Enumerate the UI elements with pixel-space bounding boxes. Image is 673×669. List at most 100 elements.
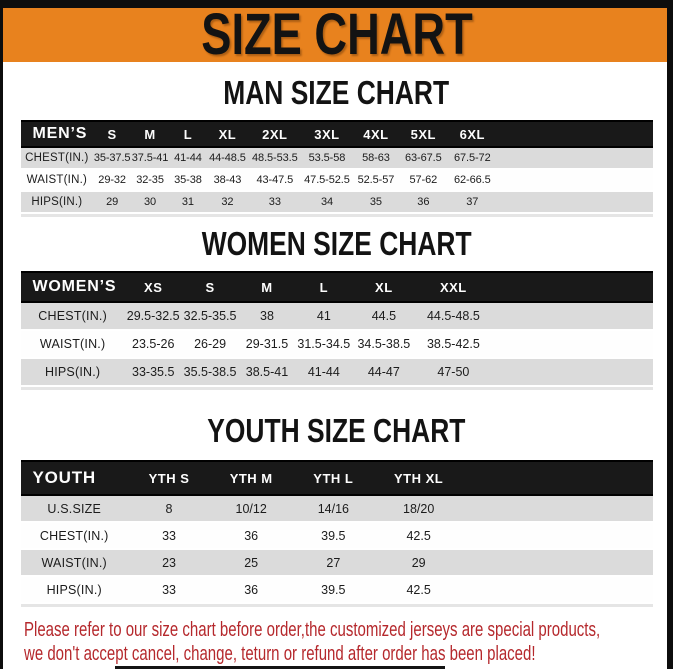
size-header-row: MEN’S S M L XL 2XL 3XL 4XL 5XL 6XL bbox=[20, 120, 653, 148]
filler-cell bbox=[491, 330, 652, 358]
measurement-row: WAIST(IN.) 23 25 27 29 bbox=[20, 549, 653, 576]
measurement-label: U.S.SIZE bbox=[47, 501, 102, 516]
size-column-header: XXL bbox=[415, 271, 492, 303]
women-section-heading: WOMEN SIZE CHART bbox=[0, 225, 673, 262]
frame-border-top bbox=[0, 0, 673, 8]
measurement-label: WAIST(IN.) bbox=[26, 174, 87, 186]
measurement-value: 8 bbox=[165, 501, 173, 516]
men-section-heading-text: MAN SIZE CHART bbox=[223, 74, 450, 111]
size-column-header: L bbox=[168, 120, 207, 148]
size-header-row: WOMEN’S XS S M L XL XXL bbox=[20, 271, 653, 303]
title-banner: SIZE CHART bbox=[0, 2, 673, 67]
measurement-value: 35-38 bbox=[174, 174, 202, 186]
measurement-label: CHEST(IN.) bbox=[39, 528, 109, 543]
filler-cell bbox=[498, 191, 653, 213]
measurement-value: 38.5-41 bbox=[245, 365, 289, 379]
measurement-value: 44-48.5 bbox=[209, 152, 246, 164]
measurement-value: 38.5-42.5 bbox=[426, 337, 480, 351]
measurement-value: 63-67.5 bbox=[405, 152, 442, 164]
measurement-value: 52.5-57 bbox=[357, 174, 395, 186]
measurement-value: 44.5-48.5 bbox=[426, 309, 480, 323]
measurement-value: 32.5-35.5 bbox=[183, 309, 237, 323]
measurement-row: U.S.SIZE 8 10/12 14/16 18/20 bbox=[20, 495, 653, 522]
measurement-label: WAIST(IN.) bbox=[41, 555, 107, 570]
measurement-value: 48.5-53.5 bbox=[252, 152, 298, 164]
measurement-value: 35-37.5 bbox=[93, 152, 131, 164]
women-section-heading-text: WOMEN SIZE CHART bbox=[201, 225, 472, 262]
measurement-value: 29-32 bbox=[98, 174, 126, 186]
measurement-label: CHEST(IN.) bbox=[25, 152, 89, 164]
measurement-value: 31.5-34.5 bbox=[297, 337, 351, 351]
measurement-value: 39.5 bbox=[321, 582, 346, 597]
measurement-value: 42.5 bbox=[406, 528, 431, 543]
measurement-value: 18/20 bbox=[403, 501, 435, 516]
size-column-header: YTH L bbox=[292, 460, 375, 496]
size-column-header: M bbox=[238, 271, 296, 303]
measurement-row: CHEST(IN.) 33 36 39.5 42.5 bbox=[20, 522, 653, 549]
size-column-header: L bbox=[295, 271, 353, 303]
size-column-header: S bbox=[181, 271, 239, 303]
men-section: MAN SIZE CHART MEN’S S M L XL 2XL 3XL 4XL 5XL 6XL… bbox=[0, 74, 673, 214]
measurement-value: 35.5-38.5 bbox=[183, 365, 237, 379]
footer-note: Please refer to our size chart before or… bbox=[0, 618, 673, 666]
page-title: SIZE CHART bbox=[200, 2, 473, 67]
measurement-value: 37.5-41 bbox=[131, 152, 169, 164]
size-column-header: 6XL bbox=[447, 120, 498, 148]
measurement-value: 38 bbox=[260, 309, 274, 323]
filler-cell bbox=[497, 120, 653, 148]
measurement-value: 41 bbox=[316, 309, 331, 323]
women-section: WOMEN SIZE CHART WOMEN’S XS S M L XL XXL CHEST(… bbox=[0, 225, 673, 387]
men-size-table: MEN’S S M L XL 2XL 3XL 4XL 5XL 6XL CHEST(IN.) 35-37… bbox=[20, 120, 653, 214]
measurement-value: 36 bbox=[244, 582, 259, 597]
size-column-header: XL bbox=[206, 120, 248, 148]
group-label: YOUTH bbox=[20, 460, 128, 496]
measurement-row: WAIST(IN.) 23.5-26 26-29 29-31.5 31.5-34.5 34… bbox=[20, 330, 653, 358]
group-label: MEN’S bbox=[20, 120, 94, 148]
measurement-value: 32-35 bbox=[136, 174, 164, 186]
men-section-heading: MAN SIZE CHART bbox=[0, 74, 673, 111]
measurement-value: 44-47 bbox=[367, 365, 400, 379]
measurement-value: 29-31.5 bbox=[245, 337, 289, 351]
measurement-value: 58-63 bbox=[362, 152, 390, 164]
measurement-value: 57-62 bbox=[409, 174, 438, 186]
size-column-header: 3XL bbox=[301, 120, 353, 148]
measurement-value: 34 bbox=[320, 196, 333, 208]
size-column-header: YTH M bbox=[210, 460, 293, 496]
measurement-value: 67.5-72 bbox=[453, 152, 491, 164]
measurement-value: 23.5-26 bbox=[132, 337, 175, 351]
measurement-value: 25 bbox=[244, 555, 259, 570]
measurement-value: 47-50 bbox=[437, 365, 470, 379]
footer-note-line2: we don't accept cancel, change, teturn o… bbox=[24, 643, 536, 665]
youth-section: YOUTH SIZE CHART YOUTH YTH S YTH M YTH L YTH… bbox=[0, 414, 673, 604]
measurement-value: 29.5-32.5 bbox=[126, 309, 180, 323]
youth-section-heading: YOUTH SIZE CHART bbox=[0, 414, 673, 447]
measurement-value: 27 bbox=[326, 555, 341, 570]
filler-cell bbox=[463, 576, 653, 603]
measurement-value: 29 bbox=[411, 555, 426, 570]
measurement-value: 14/16 bbox=[317, 501, 349, 516]
youth-size-table: YOUTH YTH S YTH M YTH L YTH XL U.S.SIZE 8 10/12… bbox=[20, 460, 653, 604]
measurement-value: 43-47.5 bbox=[256, 174, 294, 186]
size-column-header: S bbox=[93, 120, 132, 148]
measurement-label: HIPS(IN.) bbox=[46, 582, 102, 597]
filler-cell bbox=[462, 460, 653, 496]
size-column-header: 4XL bbox=[352, 120, 400, 148]
filler-cell bbox=[491, 358, 652, 386]
measurement-value: 26-29 bbox=[194, 337, 227, 351]
measurement-value: 10/12 bbox=[235, 501, 267, 516]
measurement-value: 30 bbox=[144, 196, 157, 208]
size-column-header: 2XL bbox=[247, 120, 302, 148]
measurement-value: 23 bbox=[162, 555, 176, 570]
measurement-value: 38-43 bbox=[213, 174, 242, 186]
group-label: WOMEN’S bbox=[20, 271, 125, 303]
footer-note-line1: Please refer to our size chart before or… bbox=[24, 619, 601, 641]
filler-cell bbox=[498, 169, 653, 191]
filler-cell bbox=[498, 147, 653, 169]
measurement-label: HIPS(IN.) bbox=[31, 196, 83, 208]
measurement-label: WAIST(IN.) bbox=[39, 337, 106, 351]
measurement-value: 35 bbox=[369, 196, 382, 208]
measurement-row: CHEST(IN.) 35-37.5 37.5-41 41-44 44-48.5 48.5… bbox=[20, 147, 653, 169]
measurement-value: 33 bbox=[162, 582, 176, 597]
measurement-value: 37 bbox=[466, 196, 479, 208]
size-column-header: 5XL bbox=[399, 120, 448, 148]
